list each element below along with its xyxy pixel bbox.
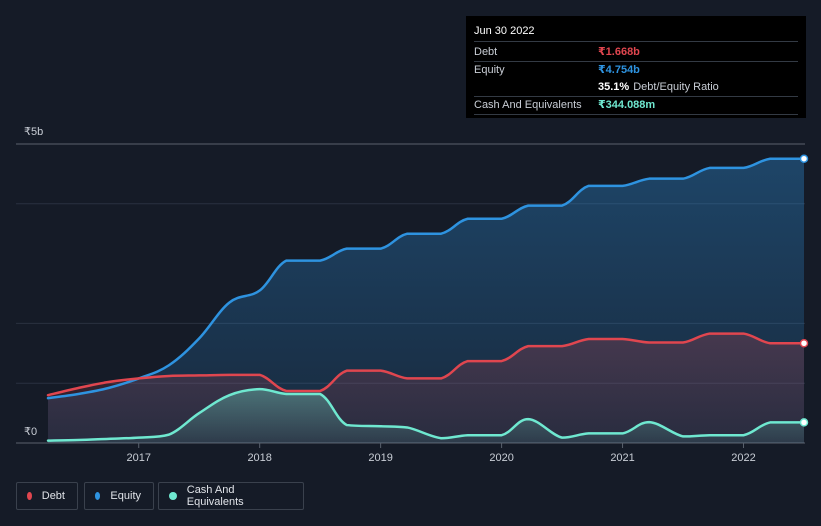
legend-cash-label: Cash And Equivalents	[186, 484, 244, 508]
x-tick-label: 2018	[247, 452, 271, 464]
tooltip-date: Jun 30 2022	[474, 24, 798, 42]
tooltip-row-equity: Equity ₹4.754b	[474, 62, 798, 79]
y-tick-label: ₹0	[24, 426, 37, 438]
tooltip-cash-label: Cash And Equivalents	[474, 99, 582, 111]
tooltip-cash-value: ₹344.088m	[598, 99, 656, 111]
tooltip-ratio-value: 35.1%	[598, 81, 630, 93]
tooltip-debt-label: Debt	[474, 46, 498, 58]
debt-dot-icon	[27, 492, 32, 500]
x-tick-label: 2021	[610, 452, 634, 464]
legend-item-equity[interactable]: Equity	[84, 482, 154, 510]
series-lines	[46, 157, 806, 442]
series-areas	[48, 158, 804, 443]
legend-equity-label: Equity	[110, 490, 141, 502]
equity-end-marker	[799, 154, 809, 163]
legend-item-cash[interactable]: Cash And Equivalents	[158, 482, 304, 510]
tooltip-equity-label: Equity	[474, 64, 505, 76]
legend-item-debt[interactable]: Debt	[16, 482, 78, 510]
tooltip-debt-value: ₹1.668b	[598, 46, 640, 58]
cash-area	[48, 389, 804, 443]
cash-dot-icon	[169, 492, 177, 500]
x-tick-label: 2022	[731, 452, 755, 464]
x-tick-label: 2020	[489, 452, 513, 464]
equity-dot-icon	[95, 492, 101, 500]
y-axis: ₹5b ₹0	[24, 126, 43, 438]
series-end-markers	[799, 154, 809, 427]
legend-debt-label: Debt	[41, 490, 65, 502]
debt-line	[46, 332, 806, 397]
x-tick-label: 2017	[126, 452, 150, 464]
tooltip-row-ratio: 35.1% Debt/Equity Ratio	[474, 79, 798, 97]
tooltip: Jun 30 2022 Debt ₹1.668b Equity ₹4.754b …	[466, 16, 806, 118]
x-tick-label: 2019	[368, 452, 392, 464]
cash-end-marker	[799, 418, 809, 427]
tooltip-ratio-label: Debt/Equity Ratio	[633, 81, 719, 93]
equity-line	[46, 157, 806, 400]
tooltip-row-cash: Cash And Equivalents ₹344.088m	[474, 97, 798, 115]
tooltip-equity-value: ₹4.754b	[598, 64, 640, 76]
x-axis: 2017 2018 2019 2020 2021 2022	[126, 443, 756, 464]
cash-line	[46, 387, 806, 442]
y-tick-label: ₹5b	[24, 126, 43, 138]
debt-end-marker	[799, 339, 809, 348]
tooltip-row-debt: Debt ₹1.668b	[474, 44, 798, 62]
